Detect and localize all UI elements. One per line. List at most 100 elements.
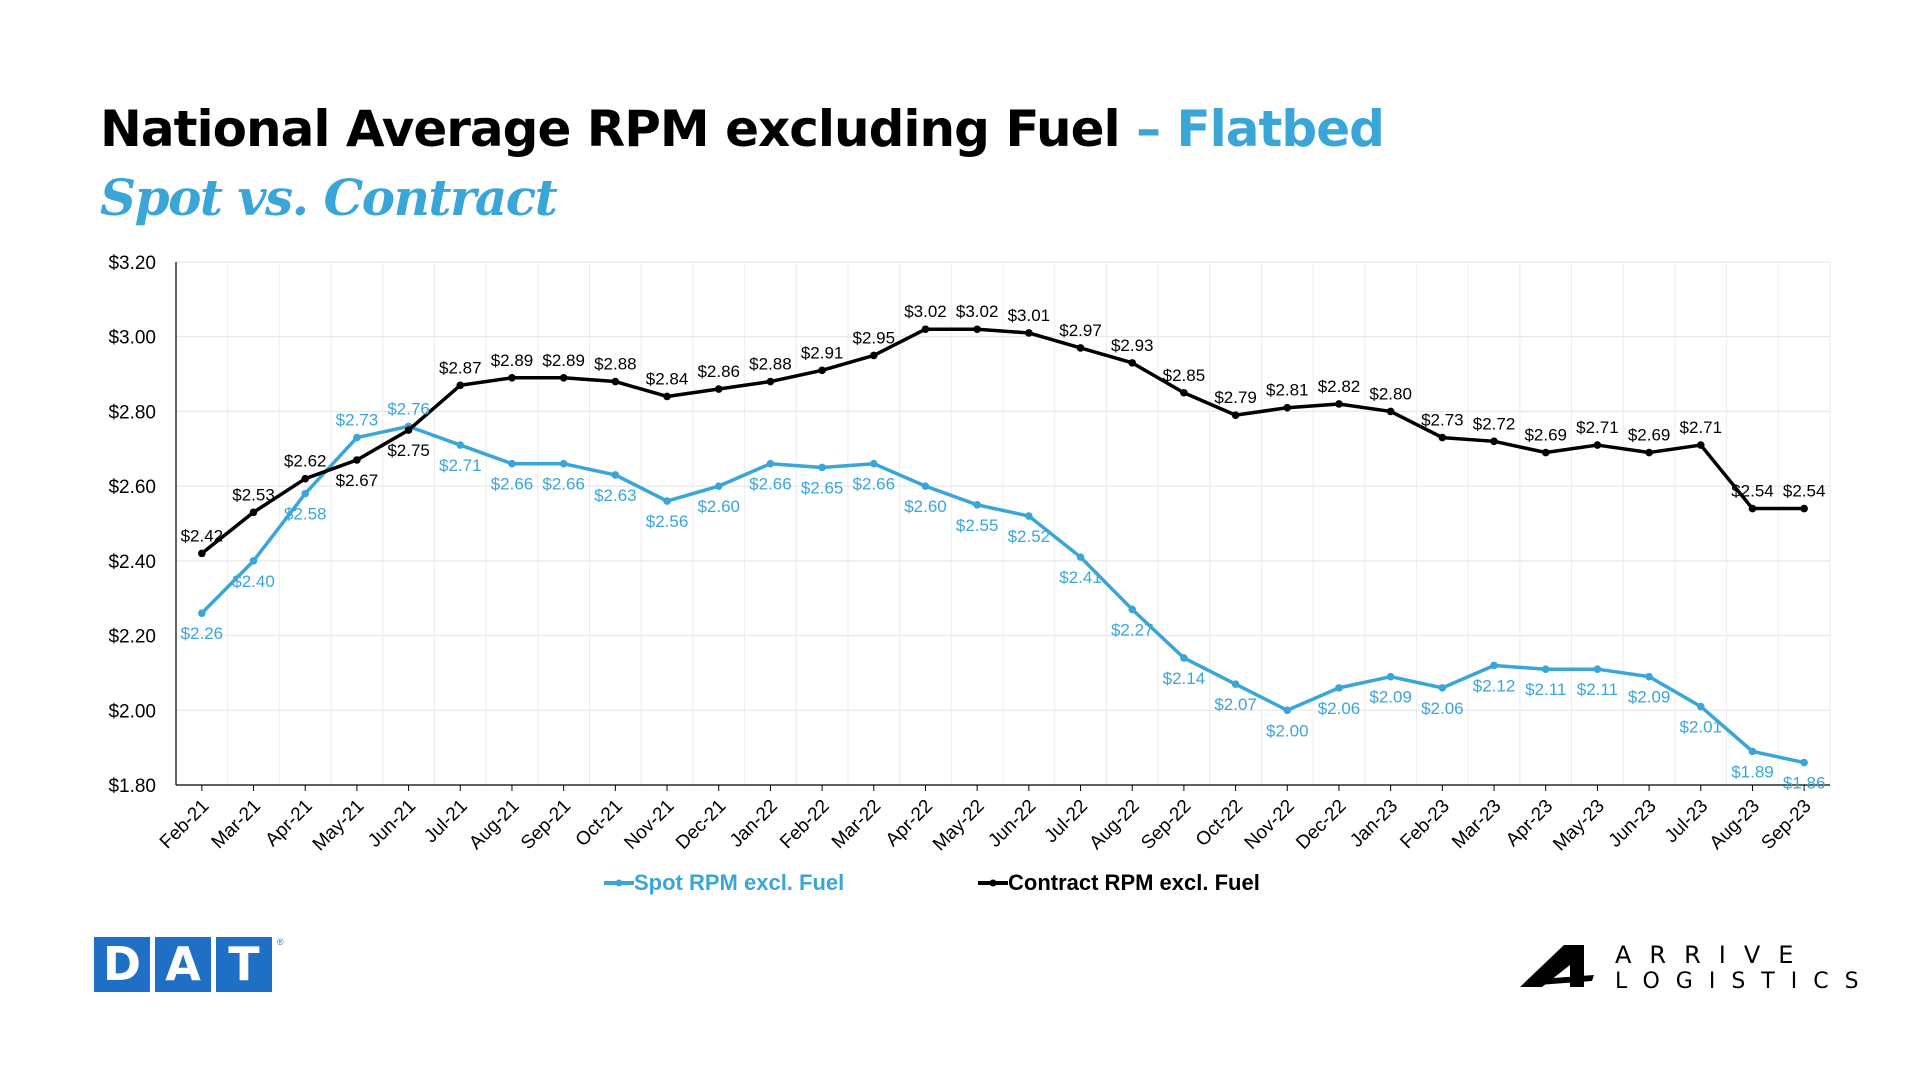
- spot-data-label: $1.89: [1731, 762, 1774, 781]
- spot-data-point: [1645, 672, 1653, 681]
- spot-data-label: $2.63: [594, 486, 637, 505]
- x-tick-label: Mar-22: [828, 796, 885, 853]
- x-tick-label: May-23: [1549, 796, 1609, 856]
- x-tick-label: Sep-22: [1137, 796, 1195, 854]
- series-layer: [198, 325, 1808, 767]
- contract-data-point: [1231, 411, 1240, 419]
- x-tick-label: Apr-21: [262, 796, 317, 851]
- x-tick-label: Nov-22: [1241, 796, 1299, 854]
- spot-data-label: $2.66: [542, 475, 585, 494]
- spot-data-point: [198, 609, 206, 617]
- spot-data-point: [1128, 605, 1137, 614]
- spot-data-label: $2.01: [1680, 718, 1723, 737]
- contract-data-point: [559, 374, 568, 382]
- spot-data-label: $2.12: [1473, 676, 1516, 695]
- spot-data-label: $2.06: [1318, 699, 1361, 718]
- spot-data-point: [1231, 680, 1240, 688]
- contract-data-point: [1748, 504, 1757, 513]
- spot-data-point: [869, 459, 878, 468]
- contract-series-line: [200, 327, 1805, 555]
- x-tick-label: Oct-21: [572, 796, 627, 851]
- contract-data-label: $2.73: [1421, 411, 1464, 430]
- spot-data-point: [714, 482, 723, 490]
- contract-data-point: [404, 426, 413, 434]
- spot-data-label: $2.11: [1525, 680, 1566, 699]
- spot-data-point: [1541, 665, 1550, 673]
- spot-data-point: [766, 459, 775, 468]
- contract-data-point: [611, 377, 620, 386]
- y-tick-label: $2.60: [108, 477, 156, 498]
- spot-data-label: $2.55: [956, 516, 999, 535]
- spot-data-label: $2.52: [1008, 527, 1051, 546]
- x-tick-label: Aug-23: [1706, 796, 1764, 854]
- contract-data-point: [714, 385, 723, 393]
- y-tick-label: $2.20: [108, 627, 156, 648]
- x-tick-label: Jun-23: [1605, 796, 1661, 852]
- x-tick-label: Jul-23: [1661, 796, 1712, 847]
- spot-data-label: $2.76: [387, 399, 430, 418]
- dat-logo-registered-mark: ®: [277, 937, 284, 947]
- x-tick-label: Jun-22: [984, 796, 1040, 852]
- contract-data-label: $2.93: [1111, 336, 1154, 355]
- spot-data-label: $2.09: [1628, 688, 1671, 707]
- contract-data-label: $3.02: [956, 302, 999, 321]
- y-tick-label: $2.40: [108, 552, 156, 573]
- contract-data-point: [353, 456, 361, 464]
- contract-data-point: [921, 325, 930, 334]
- contract-data-label: $2.79: [1214, 388, 1257, 407]
- spot-data-point: [1180, 654, 1188, 662]
- spot-data-label: $2.71: [439, 456, 482, 475]
- contract-data-point: [249, 508, 258, 517]
- x-tick-label: Mar-21: [208, 796, 265, 853]
- contract-data-point: [1283, 403, 1292, 412]
- contract-data-label: $2.67: [336, 471, 379, 490]
- contract-data-label: $3.01: [1008, 306, 1051, 325]
- spot-data-point: [921, 482, 930, 490]
- contract-data-point: [1386, 407, 1395, 416]
- spot-data-point: [353, 433, 361, 442]
- x-tick-label: Jul-22: [1041, 796, 1092, 847]
- legend-item-contract: Contract RPM excl. Fuel: [978, 870, 1260, 896]
- spot-data-label: $2.60: [697, 497, 740, 516]
- chart-subtitle: Spot vs. Contract: [100, 168, 558, 227]
- x-tick-label: Jan-23: [1346, 796, 1402, 852]
- y-tick-label: $3.00: [108, 328, 156, 349]
- spot-data-point: [663, 497, 671, 505]
- contract-data-label: $2.85: [1163, 366, 1206, 385]
- contract-data-label: $2.80: [1369, 384, 1412, 403]
- spot-data-label: $2.07: [1214, 695, 1257, 714]
- spot-data-label: $2.00: [1266, 721, 1309, 740]
- contract-data-label: $2.86: [697, 362, 740, 381]
- spot-data-point: [1748, 747, 1757, 756]
- x-tick-label: May-21: [309, 796, 369, 856]
- x-tick-label: Mar-23: [1448, 796, 1505, 853]
- contract-data-label: $2.54: [1783, 482, 1826, 501]
- spot-data-label: $2.40: [232, 572, 275, 591]
- contract-data-point: [508, 374, 516, 382]
- contract-data-label: $2.71: [1680, 418, 1723, 437]
- arrive-logo-line1: ARRIVE: [1615, 941, 1812, 969]
- contract-data-label: $2.81: [1266, 381, 1309, 400]
- arrive-logo-mark-icon: [1520, 945, 1594, 987]
- x-tick-label: Apr-23: [1502, 796, 1557, 851]
- arrive-logo-line2: LOGISTICS: [1615, 969, 1875, 994]
- contract-data-label: $2.42: [181, 526, 224, 545]
- x-tick-label: Jan-22: [726, 796, 782, 852]
- contract-data-point: [1076, 344, 1085, 352]
- contract-data-point: [1490, 437, 1498, 446]
- spot-data-point: [301, 489, 310, 498]
- contract-data-label: $2.71: [1576, 418, 1619, 437]
- x-tick-label: Dec-21: [672, 796, 730, 854]
- spot-data-point: [1283, 706, 1292, 715]
- contract-data-point: [198, 549, 206, 558]
- x-tick-label: Feb-21: [156, 796, 213, 853]
- legend-spot-label: Spot RPM excl. Fuel: [634, 870, 845, 895]
- spot-data-label: $2.27: [1111, 620, 1154, 639]
- spot-data-label: $2.58: [284, 505, 327, 524]
- x-tick-label: Jul-21: [420, 796, 471, 847]
- spot-data-label: $2.66: [491, 475, 534, 494]
- arrive-logistics-logo: ARRIVE LOGISTICS: [1520, 941, 1859, 994]
- contract-data-point: [818, 366, 826, 375]
- spot-data-label: $2.26: [181, 624, 224, 643]
- contract-data-label: $2.88: [749, 355, 792, 374]
